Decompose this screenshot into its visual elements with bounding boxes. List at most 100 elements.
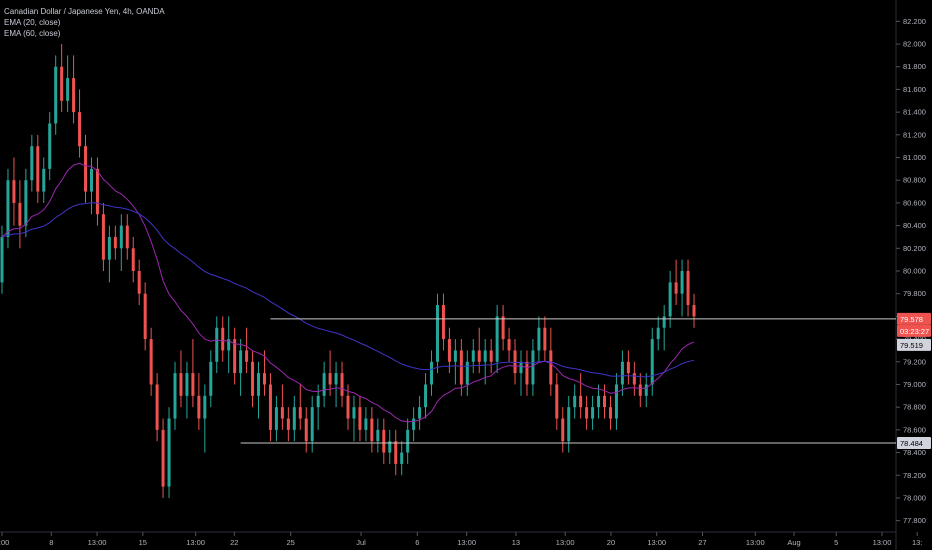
candle-body — [477, 350, 481, 362]
candle-body — [191, 373, 195, 396]
candle-body — [292, 407, 296, 430]
candle-body — [36, 146, 40, 192]
candle-body — [286, 418, 290, 430]
candle-body — [519, 361, 523, 374]
candle-body — [459, 350, 463, 385]
candle-body — [656, 327, 660, 340]
candle-body — [66, 78, 70, 101]
candle-body — [167, 418, 171, 487]
candle-body — [221, 327, 225, 351]
ema20-label: EMA (20, close) — [4, 18, 61, 27]
candle-body — [215, 327, 219, 362]
candle-body — [525, 361, 529, 385]
candle-body — [227, 339, 231, 351]
candle-body — [501, 316, 505, 340]
candle-body — [328, 373, 332, 385]
y-tick-label: 79.000 — [903, 380, 926, 389]
candle-body — [388, 441, 392, 453]
symbol-title: Canadian Dollar / Japanese Yen, 4h, OAND… — [4, 7, 165, 16]
candle-body — [453, 350, 457, 362]
candle-body — [626, 361, 630, 374]
candle-body — [197, 395, 201, 419]
candle-body — [591, 407, 595, 419]
x-tick-label: 22 — [230, 538, 238, 547]
countdown-badge: 03:23:27 — [900, 327, 929, 336]
candle-body — [471, 350, 475, 362]
candle-body — [274, 407, 278, 430]
y-tick-label: 78.800 — [903, 403, 926, 412]
candle-body — [507, 339, 511, 351]
candle-body — [608, 407, 612, 419]
y-tick-label: 82.200 — [903, 17, 926, 26]
candle-body — [42, 168, 46, 192]
candle-body — [119, 225, 123, 249]
candle-body — [435, 305, 439, 362]
candle-body — [24, 180, 28, 226]
y-tick-label: 80.200 — [903, 244, 926, 253]
candle-body — [268, 384, 272, 430]
x-tick-label: 13 — [512, 538, 520, 547]
candle-body — [209, 361, 213, 396]
candle-body — [579, 395, 583, 408]
candle-body — [280, 407, 284, 419]
x-tick-label: 13:00 — [647, 538, 666, 547]
candle-body — [352, 407, 356, 419]
y-tick-label: 78.200 — [903, 471, 926, 480]
candle-body — [441, 305, 445, 340]
candle-body — [262, 373, 266, 385]
countdown-badge-bg — [897, 324, 931, 337]
candle-body — [674, 282, 678, 294]
x-tick-label: 13:00 — [746, 538, 765, 547]
candle-body — [113, 236, 117, 249]
y-tick-label: 77.800 — [903, 516, 926, 525]
y-tick-label: 81.600 — [903, 85, 926, 94]
candle-body — [561, 418, 565, 442]
candle-body — [537, 327, 541, 351]
candle-body — [644, 384, 648, 396]
candle-body — [567, 407, 571, 442]
candle-body — [179, 373, 183, 396]
candle-body — [400, 452, 404, 464]
candle-body — [465, 361, 469, 385]
candle-body — [298, 407, 302, 419]
x-tick-label: Aug — [787, 538, 800, 547]
x-tick-label: 13:00 — [88, 538, 107, 547]
ema20-line — [1, 162, 695, 423]
y-tick-label: 81.000 — [903, 153, 926, 162]
y-tick-label: 81.400 — [903, 108, 926, 117]
candle-body — [316, 395, 320, 408]
candle-body — [531, 350, 535, 385]
ema-price-badge: 79.519 — [900, 341, 923, 350]
candle-body — [60, 66, 64, 101]
x-tick-label: 3:00 — [0, 538, 9, 547]
x-tick-label: 13:00 — [457, 538, 476, 547]
candle-body — [18, 202, 22, 226]
candle-body — [185, 373, 189, 396]
y-tick-label: 78.400 — [903, 448, 926, 457]
current-price-badge-bg — [897, 312, 931, 325]
x-tick-label: 8 — [49, 538, 53, 547]
candle-body — [376, 429, 380, 442]
candle-body — [543, 327, 547, 351]
candle-body — [173, 373, 177, 419]
candle-body — [513, 350, 517, 374]
candle-body — [346, 395, 350, 419]
y-tick-label: 80.000 — [903, 267, 926, 276]
candle-body — [406, 429, 410, 453]
candle-body — [84, 146, 88, 192]
candle-body — [322, 373, 326, 396]
candle-body — [304, 418, 308, 442]
candle-body — [430, 361, 434, 385]
y-tick-label: 80.800 — [903, 176, 926, 185]
candle-body — [382, 429, 386, 453]
y-tick-label: 80.600 — [903, 198, 926, 207]
candle-body — [54, 66, 58, 124]
candle-body — [424, 384, 428, 408]
candle-body — [101, 214, 105, 260]
level-price-badge-bg — [897, 437, 931, 450]
candle-body — [668, 282, 672, 317]
candle-body — [245, 350, 249, 362]
candle-body — [585, 407, 589, 419]
candle-body — [149, 339, 153, 385]
